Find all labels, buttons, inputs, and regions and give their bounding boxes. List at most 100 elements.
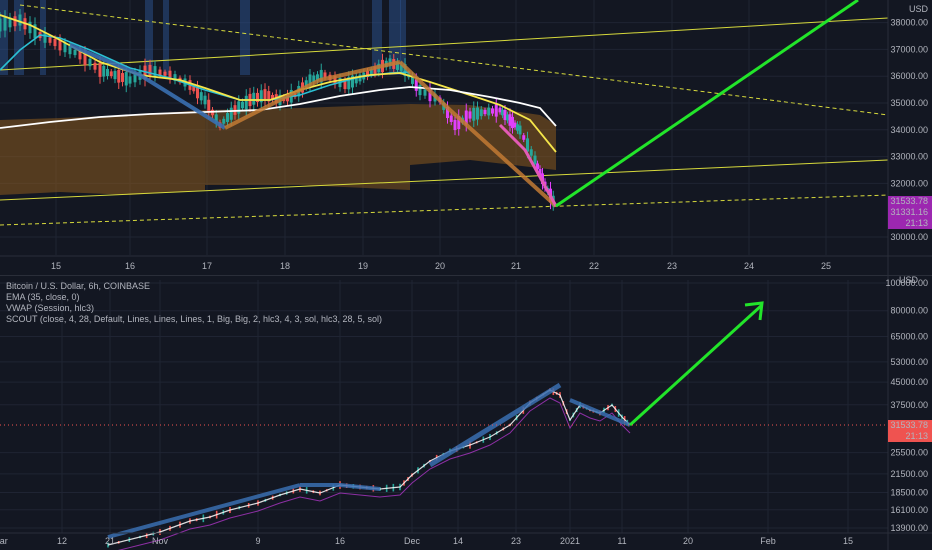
- bottom-ema-line: [117, 397, 631, 550]
- bottom-price-tag-text-1: 21:13: [905, 431, 928, 441]
- top-candle: [418, 84, 422, 96]
- top-candle: [526, 138, 529, 152]
- top-candle: [498, 107, 502, 113]
- top-x-label-1: 16: [125, 261, 135, 271]
- top-session-band-0: [0, 0, 8, 75]
- top-y-label-7: 33000.00: [890, 152, 928, 162]
- top-price-tag-2: [888, 218, 932, 229]
- legend-symbol[interactable]: Bitcoin / U.S. Dollar, 6h, COINBASE: [6, 281, 151, 291]
- top-candle: [396, 62, 399, 70]
- bottom-x-label-7: 23: [511, 536, 521, 546]
- bottom-y-label-5: 37500.00: [890, 400, 928, 410]
- top-ema-yellow: [0, 14, 557, 153]
- bottom-chart-bg: [0, 275, 932, 550]
- top-y-label-6: 34000.00: [890, 125, 928, 135]
- bottom-x-label-1: 21: [105, 536, 115, 546]
- top-candle: [229, 107, 233, 120]
- top-candle: [158, 69, 162, 76]
- top-candle: [153, 66, 157, 77]
- top-candle: [446, 106, 449, 119]
- top-candle: [522, 135, 526, 140]
- top-candle: [252, 92, 256, 105]
- top-y-label-5: 35000.00: [890, 98, 928, 108]
- top-price-chart[interactable]: USD40000.0039000.0038000.0037000.0036000…: [0, 0, 932, 275]
- top-candle: [98, 63, 102, 77]
- bottom-price-tag-1: [888, 431, 932, 442]
- top-channel-upper: [0, 17, 889, 71]
- bottom-currency-label: USD: [899, 275, 919, 285]
- top-candle: [511, 116, 514, 129]
- bottom-y-label-1: 80000.00: [890, 306, 928, 316]
- top-candle: [516, 124, 519, 131]
- bottom-y-label-6: 25500.00: [890, 448, 928, 458]
- bottom-projection-arrow: [628, 303, 764, 427]
- top-candle: [457, 115, 461, 130]
- legend-vwap[interactable]: VWAP (Session, hlc3): [6, 303, 95, 313]
- top-candle: [483, 109, 487, 115]
- top-candle: [399, 65, 403, 71]
- top-candle: [48, 37, 52, 43]
- top-candle: [28, 21, 32, 34]
- top-candle: [293, 92, 297, 98]
- top-candle: [222, 118, 226, 124]
- top-candle: [63, 42, 67, 53]
- top-candle: [33, 24, 37, 39]
- top-candle: [113, 70, 117, 80]
- top-candle: [196, 86, 199, 99]
- top-channel-dashed-upper: [19, 4, 889, 116]
- legend-ema[interactable]: EMA (35, close, 0): [6, 292, 80, 302]
- top-x-label-10: 25: [821, 261, 831, 271]
- top-candle: [316, 74, 319, 81]
- bottom-x-label-9: 11: [617, 536, 626, 546]
- top-candle: [494, 104, 498, 117]
- bottom-axis-bg: [888, 276, 932, 550]
- top-candle: [124, 72, 128, 86]
- top-candle: [354, 76, 358, 84]
- top-candle: [106, 68, 109, 77]
- bottom-x-label-2: Nov: [152, 536, 169, 546]
- bottom-price-tag-0: [888, 420, 932, 431]
- top-candle: [472, 107, 476, 121]
- top-trend-pink: [498, 123, 558, 207]
- top-candle: [214, 114, 218, 124]
- top-candle: [411, 76, 414, 84]
- top-candle: [308, 74, 312, 86]
- top-candle: [93, 62, 97, 70]
- top-candle: [501, 109, 504, 116]
- top-candle: [263, 89, 267, 101]
- top-candle: [449, 115, 453, 122]
- bottom-x-label-12: 15: [843, 536, 853, 546]
- bottom-y-label-8: 18500.00: [890, 488, 928, 498]
- top-channel-dashed-lower: [0, 194, 889, 226]
- top-candle: [476, 107, 479, 120]
- top-trend-orange-down: [398, 60, 558, 208]
- top-projection-arrow: [555, 0, 859, 208]
- top-candle: [343, 80, 347, 90]
- top-candle: [536, 163, 539, 170]
- top-candle: [373, 66, 377, 74]
- top-candle: [121, 73, 124, 82]
- top-candle: [271, 94, 274, 101]
- top-candle: [199, 92, 203, 101]
- top-session-band-1: [14, 0, 24, 75]
- top-candle: [533, 155, 537, 165]
- top-candle: [428, 88, 432, 102]
- top-candle: [88, 58, 92, 67]
- top-candle: [518, 125, 522, 135]
- top-session-band-6: [372, 0, 382, 75]
- top-candle: [503, 109, 507, 121]
- top-candle: [73, 49, 77, 56]
- legend-scout[interactable]: SCOUT (close, 4, 28, Default, Lines, Lin…: [6, 314, 383, 324]
- bottom-y-label-2: 65000.00: [890, 331, 928, 341]
- top-candle: [237, 101, 241, 114]
- top-x-label-8: 23: [667, 261, 677, 271]
- top-candle: [479, 109, 483, 117]
- top-y-label-3: 37000.00: [890, 44, 928, 54]
- top-candle: [256, 92, 259, 103]
- bottom-x-label-13: Mar: [0, 536, 8, 546]
- top-candle: [333, 75, 337, 85]
- bottom-arrow-head: [744, 301, 764, 321]
- top-vwap-band-left: [0, 110, 205, 195]
